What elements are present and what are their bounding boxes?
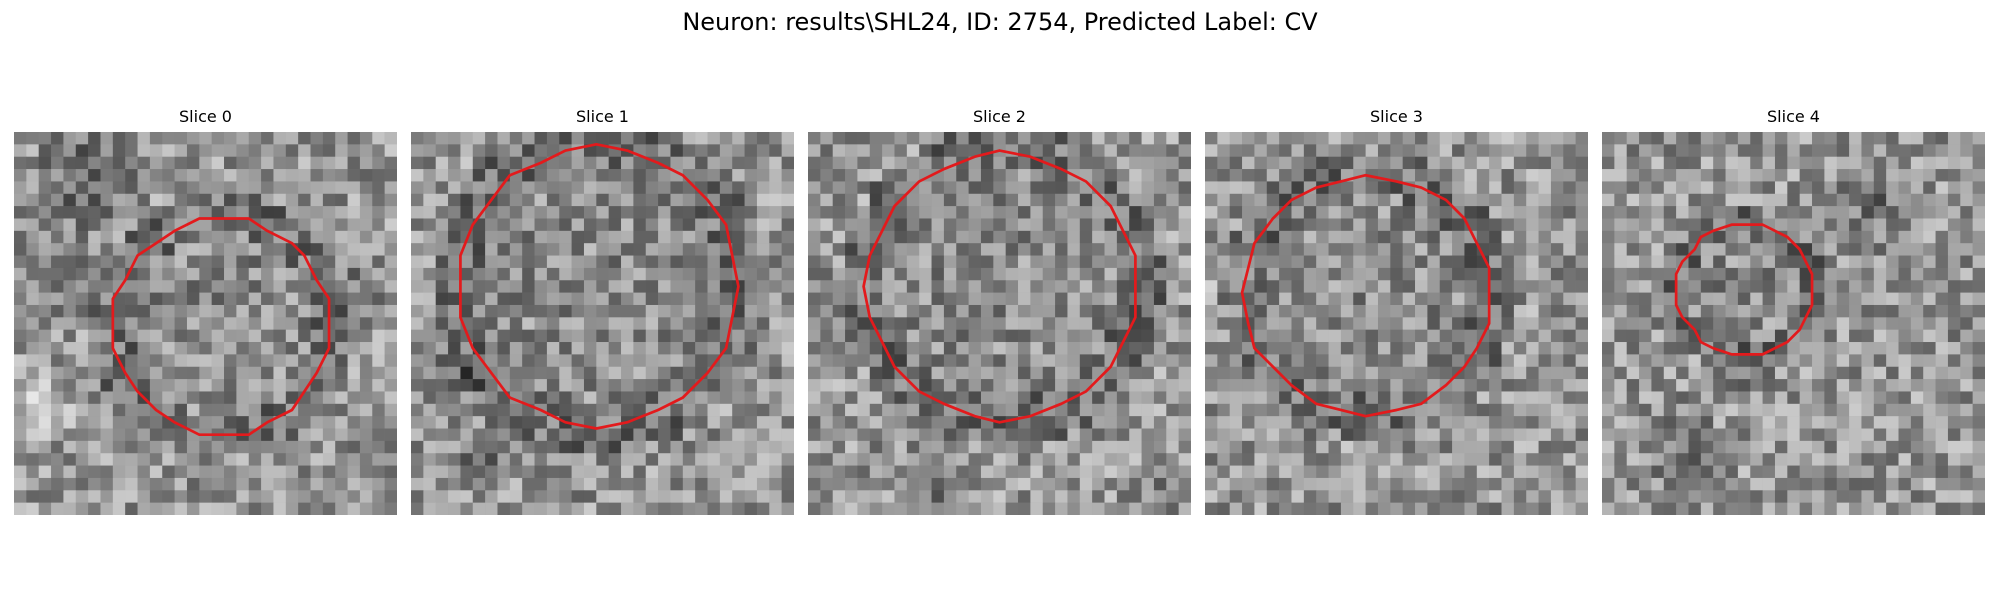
slice-title: Slice 1 <box>576 107 629 126</box>
slice-panel-0: Slice 0 <box>14 108 397 515</box>
slice-image <box>14 132 397 515</box>
slice-title: Slice 0 <box>179 107 232 126</box>
slice-image <box>808 132 1191 515</box>
slice-image <box>411 132 794 515</box>
slice-panel-1: Slice 1 <box>411 108 794 515</box>
slice-title: Slice 2 <box>973 107 1026 126</box>
slice-image <box>1205 132 1588 515</box>
slice-panel-4: Slice 4 <box>1602 108 1985 515</box>
segmentation-contour <box>111 217 331 437</box>
slice-panel-3: Slice 3 <box>1205 108 1588 515</box>
segmentation-contour <box>459 142 740 430</box>
slice-title: Slice 3 <box>1370 107 1423 126</box>
segmentation-contour <box>1240 173 1491 418</box>
slice-panel-2: Slice 2 <box>808 108 1191 515</box>
slice-image <box>1602 132 1985 515</box>
segmentation-contour <box>862 149 1137 424</box>
slice-title: Slice 4 <box>1767 107 1820 126</box>
segmentation-contour <box>1674 223 1814 356</box>
figure-title: Neuron: results\SHL24, ID: 2754, Predict… <box>682 8 1318 36</box>
